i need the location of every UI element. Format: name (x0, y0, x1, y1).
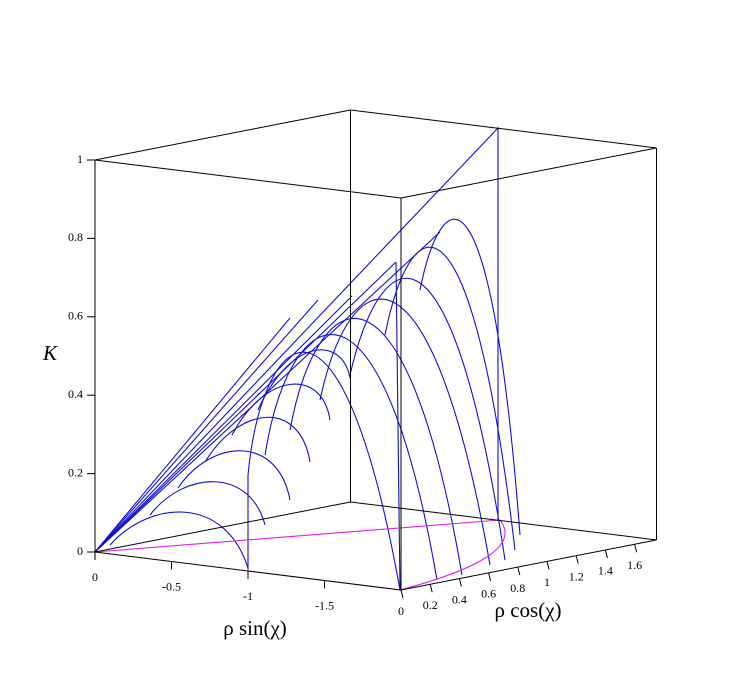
x-tick-label: -1.5 (315, 598, 334, 612)
y-tick (604, 549, 608, 559)
curve (94, 295, 353, 553)
z-tick-label: 0.8 (68, 230, 83, 244)
y-tick-label: 1 (544, 575, 550, 589)
curve (395, 261, 401, 591)
box-edge (350, 501, 657, 541)
curves (94, 126, 521, 591)
z-tick-label: 1 (77, 152, 83, 166)
curve (94, 317, 291, 553)
x-tick-label: 0 (92, 570, 98, 584)
y-tick (458, 578, 462, 587)
box-edge (400, 147, 657, 199)
box-edge (350, 109, 657, 149)
y-tick-label: 0.2 (423, 598, 438, 612)
floor-curve (399, 519, 506, 591)
y-tick (400, 589, 404, 599)
y-tick (488, 572, 492, 581)
y-tick (429, 584, 433, 593)
y-tick (575, 555, 579, 564)
curve (247, 351, 401, 591)
y-tick-label: 0.4 (452, 592, 467, 606)
y-tick-label: 0 (398, 604, 404, 618)
curve (109, 511, 249, 569)
y-axis-label: ρ cos(χ) (494, 598, 561, 622)
box-edge (400, 539, 657, 591)
curve (349, 277, 506, 561)
curve (94, 299, 319, 553)
y-tick-label: 0.8 (510, 581, 525, 595)
y-tick-label: 0.6 (481, 587, 496, 601)
curve (177, 450, 291, 501)
curve (94, 261, 397, 553)
x-axis-label: ρ sin(χ) (223, 616, 287, 640)
y-tick-label: 1.2 (569, 569, 584, 583)
curve (149, 481, 266, 526)
y-tick-label: 1.4 (598, 564, 613, 578)
z-axis-label: K (42, 341, 58, 365)
curve (419, 218, 521, 536)
curve (231, 383, 331, 436)
curve (204, 416, 311, 463)
floor-curve (94, 519, 501, 553)
z-tick-label: 0.6 (68, 309, 83, 323)
box-edge (94, 109, 351, 161)
box-edge (94, 159, 402, 199)
curve (257, 349, 351, 411)
curve (289, 317, 463, 576)
z-tick-label: 0.4 (68, 387, 83, 401)
box-edge (94, 501, 351, 553)
floor-curves (94, 519, 506, 591)
curve (384, 246, 516, 551)
curve (264, 334, 438, 581)
z-tick-label: 0 (77, 544, 83, 558)
y-tick (517, 566, 521, 576)
y-tick (546, 561, 550, 570)
y-tick (634, 544, 638, 553)
z-tick-label: 0.2 (68, 465, 83, 479)
curve (94, 126, 499, 553)
x-tick-label: -1 (243, 589, 253, 603)
y-tick-label: 1.6 (627, 558, 642, 572)
curve (319, 298, 491, 566)
x-tick-label: -0.5 (162, 579, 181, 593)
